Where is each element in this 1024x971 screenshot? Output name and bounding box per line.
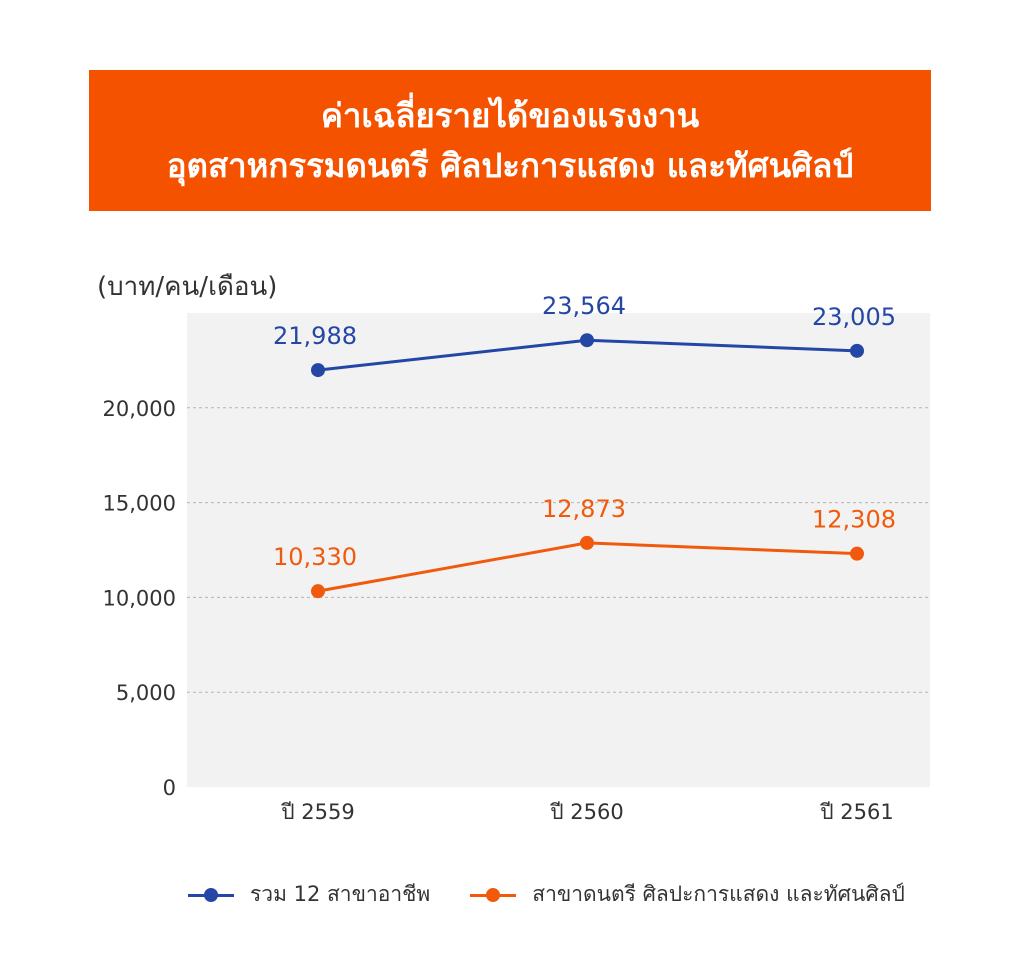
data-label: 21,988	[273, 322, 357, 350]
plot-area	[187, 313, 930, 787]
data-point	[311, 363, 325, 378]
chart-title-line-1: ค่าเฉลี่ยรายได้ของแรงงาน	[320, 95, 700, 135]
chart-title-line-2: อุตสาหกรรมดนตรี ศิลปะการแสดง และทัศนศิลป…	[166, 145, 854, 185]
y-tick-label: 20,000	[103, 397, 176, 421]
x-axis-ticks: ปี 2559 ปี 2560 ปี 2561	[281, 800, 894, 824]
data-label: 10,330	[273, 543, 357, 571]
data-label: 23,005	[812, 303, 896, 331]
legend-marker-total	[188, 885, 234, 905]
legend-item-music: สาขาดนตรี ศิลปะการแสดง และทัศนศิลป์	[470, 878, 905, 911]
grid-lines	[187, 407, 930, 693]
y-axis-label: (บาท/คน/เดือน)	[97, 272, 278, 302]
y-tick-label: 10,000	[103, 586, 176, 610]
x-tick-label: ปี 2559	[281, 800, 355, 824]
data-point	[580, 535, 594, 550]
legend-label-total: รวม 12 สาขาอาชีพ	[250, 882, 431, 906]
data-label: 12,873	[542, 495, 626, 523]
x-tick-label: ปี 2561	[820, 800, 894, 824]
data-point	[311, 584, 325, 599]
chart-legend: รวม 12 สาขาอาชีพ สาขาดนตรี ศิลปะการแสดง …	[188, 878, 945, 911]
data-point	[850, 546, 864, 561]
legend-item-total: รวม 12 สาขาอาชีพ	[188, 878, 430, 911]
y-axis-ticks: 0 5,000 10,000 15,000 20,000	[103, 397, 176, 800]
y-tick-label: 0	[163, 776, 176, 800]
x-tick-label: ปี 2560	[550, 800, 624, 824]
legend-label-music: สาขาดนตรี ศิลปะการแสดง และทัศนศิลป์	[532, 882, 905, 906]
y-tick-label: 15,000	[103, 492, 176, 516]
chart-title-banner: ค่าเฉลี่ยรายได้ของแรงงาน อุตสาหกรรมดนตรี…	[89, 70, 931, 211]
y-tick-label: 5,000	[116, 681, 176, 705]
data-label: 12,308	[812, 506, 896, 534]
legend-marker-music	[470, 885, 517, 905]
data-point	[580, 333, 594, 348]
data-label: 23,564	[542, 292, 626, 320]
data-point	[850, 343, 864, 358]
data-series: 21,988 23,564 23,005 10,330 12,873 12,308	[273, 292, 896, 599]
